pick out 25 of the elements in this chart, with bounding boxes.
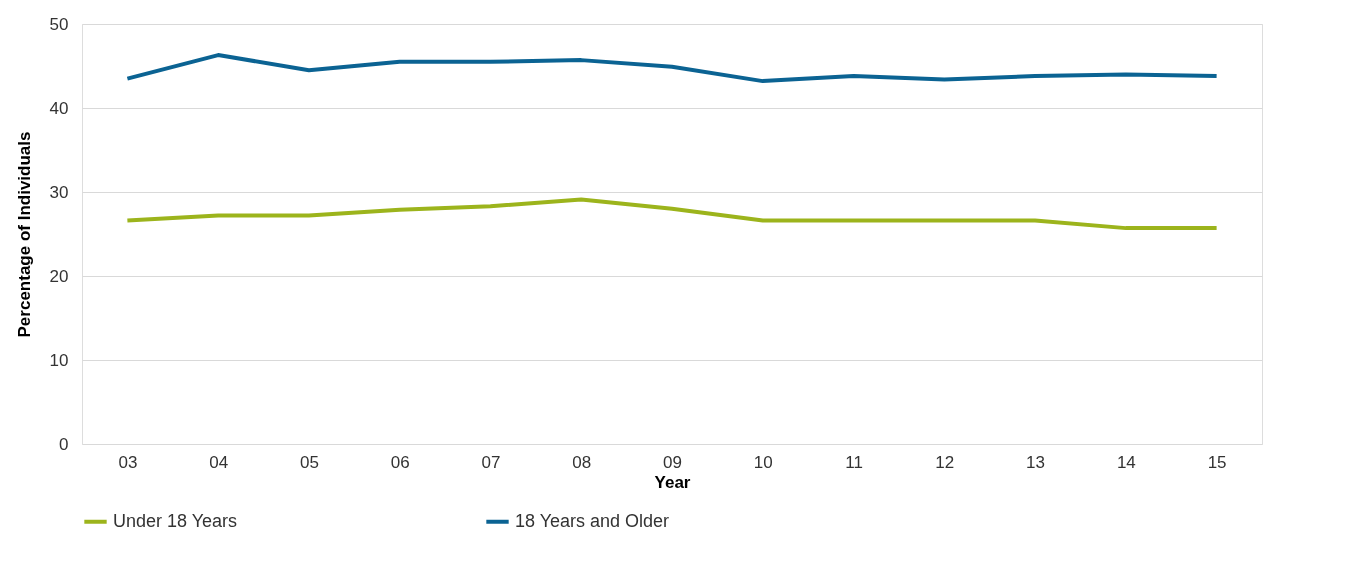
line-series: [125, 53, 1219, 84]
x-tick-label: 14: [1116, 452, 1136, 472]
y-tick-label: 40: [49, 98, 69, 118]
y-tick-label: 50: [49, 14, 69, 34]
x-tick-label: 04: [209, 452, 229, 472]
legend-label: Under 18 Years: [113, 510, 238, 531]
legend-label: 18 Years and Older: [515, 510, 670, 531]
x-axis-title: Year: [654, 472, 691, 492]
x-tick-label: 10: [753, 452, 773, 472]
y-tick-label: 0: [59, 434, 69, 454]
x-tick-label: 05: [299, 452, 319, 472]
x-tick-label: 11: [845, 452, 863, 472]
y-tick-label: 30: [49, 182, 69, 202]
x-tick-label: 13: [1026, 452, 1046, 472]
y-tick-label: 20: [49, 266, 69, 286]
x-tick-label: 07: [481, 452, 501, 472]
x-tick-label: 06: [390, 452, 410, 472]
x-tick-label: 15: [1207, 452, 1227, 472]
x-tick-label: 12: [935, 452, 955, 472]
line-series: [125, 197, 1219, 231]
x-tick-label: 09: [663, 452, 682, 472]
y-axis-title: Percentage of Individuals: [14, 131, 34, 338]
y-tick-label: 10: [49, 350, 69, 370]
x-tick-label: 03: [118, 452, 138, 472]
x-tick-label: 08: [572, 452, 592, 472]
